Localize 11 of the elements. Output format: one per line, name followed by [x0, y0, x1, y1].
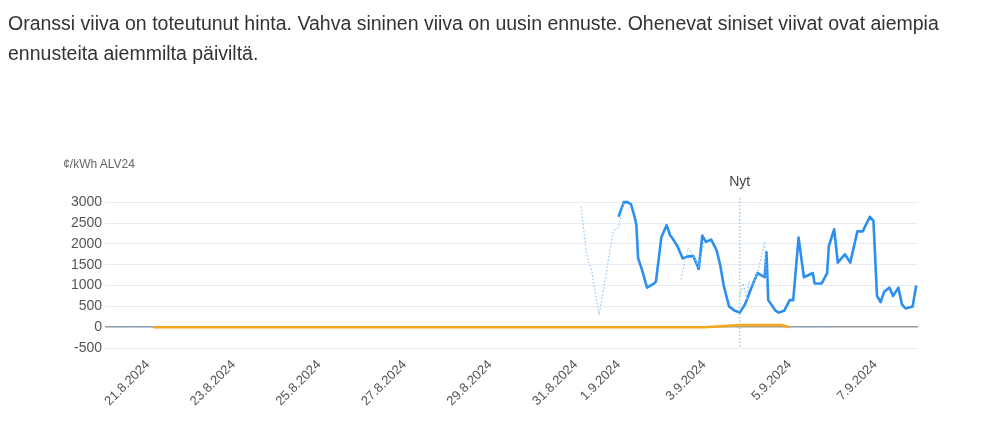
y-tick-label: 1000: [70, 276, 103, 293]
y-axis-title: ¢/kWh ALV24: [63, 157, 136, 171]
y-tick-label: 3000: [70, 193, 103, 210]
y-tick-label: 1500: [70, 255, 103, 272]
y-tick-label: 500: [78, 297, 103, 314]
chart-title: Oranssi viiva on toteutunut hinta. Vahva sininen viiva on uusin ennuste. Ohenevat siniset viivat ovat aiempia ennusteita aiemmilta päiviltä.: [8, 11, 940, 66]
y-tick-label: 2000: [70, 234, 103, 251]
y-tick-label: 2500: [70, 213, 103, 230]
y-tick-label: -500: [74, 338, 103, 355]
y-tick-label: 0: [94, 318, 103, 335]
ref-line-label: Nyt: [729, 173, 751, 189]
